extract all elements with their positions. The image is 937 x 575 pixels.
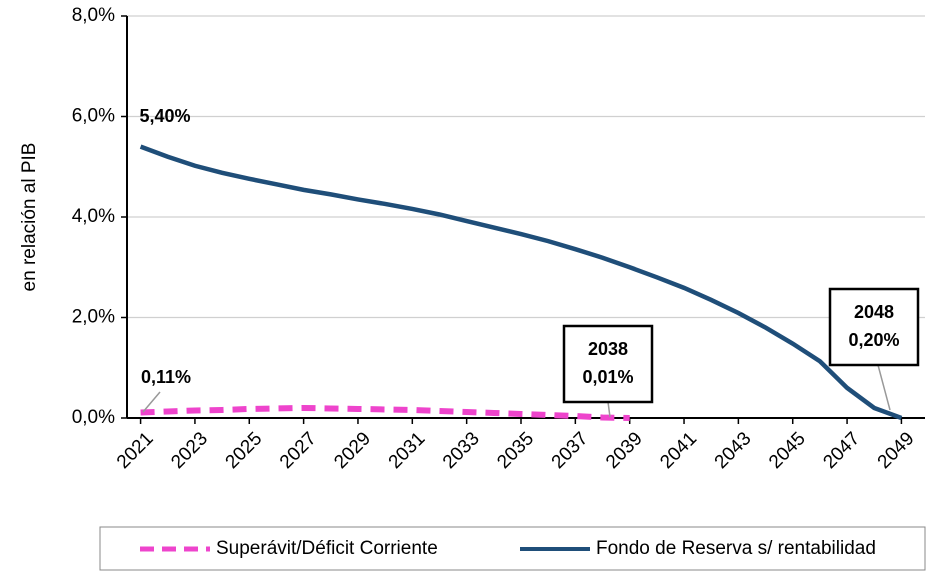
x-tick-label: 2023 (167, 428, 212, 473)
x-tick-label: 2043 (711, 428, 756, 473)
x-tick-label: 2021 (113, 428, 158, 473)
legend-label: Superávit/Déficit Corriente (216, 538, 438, 559)
annotation: 0,01% (582, 367, 633, 387)
annotation: 0,11% (141, 367, 191, 387)
annotation: 0,20% (848, 330, 899, 350)
y-tick-label: 8,0% (72, 5, 115, 26)
annotation-box (828, 287, 920, 367)
y-tick-label: 6,0% (72, 106, 115, 127)
x-tick-label: 2029 (330, 428, 375, 473)
annotation-leader (142, 391, 161, 413)
annotation: 2038 (588, 339, 628, 359)
y-tick-label: 0,0% (72, 407, 115, 428)
x-tick-label: 2037 (548, 428, 593, 473)
x-tick-label: 2049 (874, 428, 919, 473)
annotation: 5,40% (139, 106, 190, 126)
annotation: 2048 (854, 302, 894, 322)
y-tick-label: 2,0% (72, 307, 115, 328)
x-tick-label: 2025 (222, 428, 267, 473)
legend-label: Fondo de Reserva s/ rentabilidad (596, 538, 876, 559)
annotation-leader (607, 401, 611, 418)
x-tick-label: 2031 (385, 428, 430, 473)
series-line (139, 144, 903, 421)
annotation-box (562, 324, 654, 404)
y-tick-label: 4,0% (72, 206, 115, 227)
y-axis-label: en relación al PIB (19, 143, 40, 292)
x-tick-label: 2033 (439, 428, 484, 473)
x-tick-label: 2039 (602, 428, 647, 473)
legend-box (99, 526, 926, 571)
x-tick-label: 2045 (765, 428, 810, 473)
annotation-leader (877, 364, 891, 411)
x-tick-label: 2047 (819, 428, 864, 473)
x-tick-label: 2027 (276, 428, 321, 473)
series-line (140, 404, 630, 421)
x-tick-label: 2035 (493, 428, 538, 473)
x-tick-label: 2041 (656, 428, 701, 473)
